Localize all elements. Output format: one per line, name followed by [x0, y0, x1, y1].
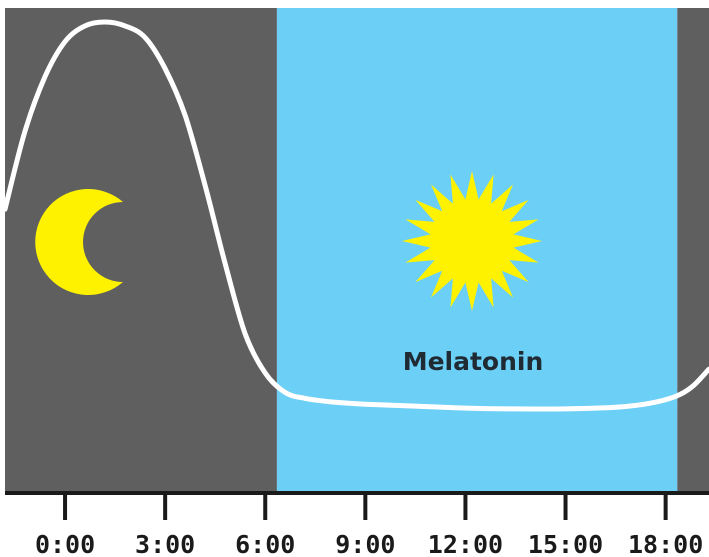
x-tick-label: 6:00 [235, 530, 295, 557]
x-tick-label: 18:00 [628, 530, 703, 557]
day-night-bands [5, 8, 709, 493]
x-tick-label: 15:00 [528, 530, 603, 557]
night-band [677, 8, 709, 493]
x-axis-ticks: 0:00 3:00 6:00 9:00 12:00 15:00 18:00 [35, 493, 703, 557]
melatonin-curve [2, 19, 709, 412]
x-tick-label: 12:00 [428, 530, 503, 557]
sun-icon [402, 171, 542, 311]
x-tick-label: 0:00 [35, 530, 95, 557]
x-tick-label: 9:00 [335, 530, 395, 557]
curve-label: Melatonin [403, 347, 544, 376]
moon-icon [35, 189, 123, 295]
x-tick-label: 3:00 [135, 530, 195, 557]
